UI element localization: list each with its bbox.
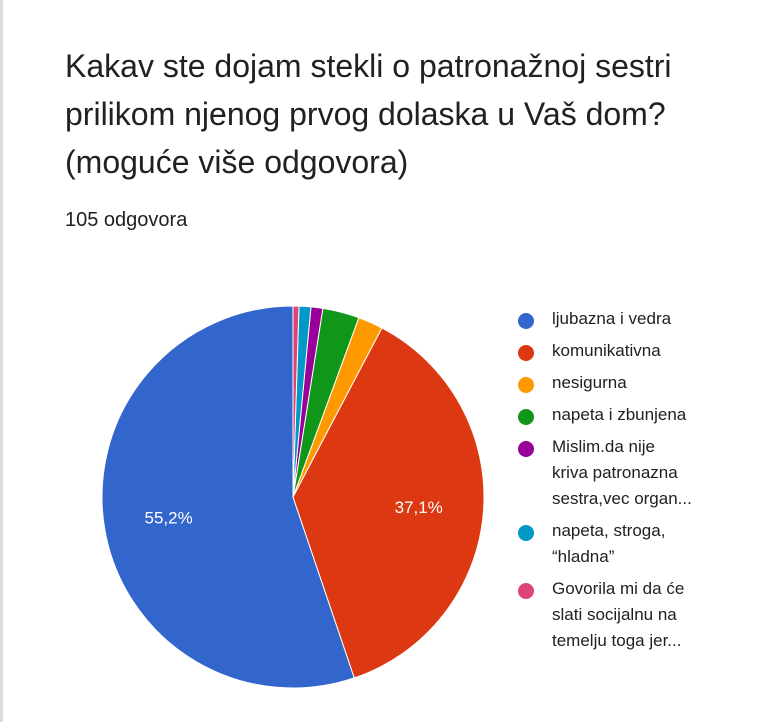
legend-item[interactable]: nesigurna (518, 370, 758, 396)
chart-legend: ljubazna i vedra komunikativna nesigurna na… (518, 306, 758, 660)
legend-label: napeta, stroga, “hladna” (552, 521, 666, 566)
pie-slice-2[interactable] (292, 327, 485, 679)
legend-label: komunikativna (552, 341, 661, 360)
legend-swatch (518, 345, 534, 361)
legend-swatch (518, 377, 534, 393)
legend-swatch (518, 525, 534, 541)
pie-slice-1[interactable] (101, 305, 355, 689)
legend-swatch (518, 441, 534, 457)
pie-slices (101, 305, 485, 689)
pie-slice-7[interactable] (292, 305, 300, 498)
slice-value-label: 37,1% (395, 498, 443, 517)
question-title: Kakav ste dojam stekli o patronažnoj ses… (65, 48, 672, 180)
legend-swatch (518, 583, 534, 599)
response-count: 105 odgovora (65, 209, 188, 231)
legend-item[interactable]: Mislim.da nije kriva patronazna sestra,v… (518, 434, 758, 512)
pie-chart: 55,2% 37,1% (101, 305, 485, 689)
legend-label: napeta i zbunjena (552, 405, 687, 424)
slice-value-label: 55,2% (145, 509, 193, 528)
legend-item[interactable]: Govorila mi da će slati socijalnu na tem… (518, 576, 758, 654)
legend-item[interactable]: napeta, stroga, “hladna” (518, 518, 758, 570)
legend-label: nesigurna (552, 373, 627, 392)
legend-swatch (518, 313, 534, 329)
legend-label: ljubazna i vedra (552, 309, 672, 328)
legend-item[interactable]: komunikativna (518, 338, 758, 364)
legend-item[interactable]: napeta i zbunjena (518, 402, 758, 428)
legend-label: Mislim.da nije kriva patronazna sestra,v… (552, 437, 692, 508)
legend-label: Govorila mi da će slati socijalnu na tem… (552, 579, 685, 650)
legend-item[interactable]: ljubazna i vedra (518, 306, 758, 332)
pie-labels: 55,2% 37,1% (145, 498, 443, 528)
legend-swatch (518, 409, 534, 425)
